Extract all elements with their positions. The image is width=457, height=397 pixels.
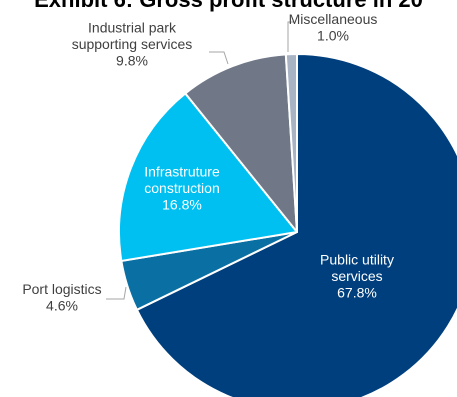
slice-name-label: construction [144,180,219,196]
leader-line-miscellaneous [287,21,294,52]
slice-label-industrial-park-supporting-services: Industrial park supporting services 9.8% [72,20,193,69]
slice-value-label: 67.8% [337,285,377,301]
slice-name-label: Industrial park [88,20,177,36]
slice-label-miscellaneous: Miscellaneous 1.0% [289,11,378,44]
leader-line-industrial-park-supporting-services [209,51,229,65]
slice-label-port-logistics: Port logistics 4.6% [22,281,101,314]
slice-name-label: supporting services [72,36,193,52]
slice-value-label: 9.8% [116,53,148,69]
slice-name-label: services [331,268,382,284]
slice-name-label: Port logistics [22,281,101,297]
slice-name-label: Infrastruture [144,164,220,180]
slice-value-label: 16.8% [162,197,202,213]
slice-label-infrastruture-construction: Infrastruture construction 16.8% [144,164,220,213]
pie-slice-public-utility-services [135,53,457,397]
chart-title: Exhibit 6: Gross profit structure in 20 [0,0,457,13]
pie-slice-miscellaneous [284,52,298,233]
slice-label-public-utility-services: Public utility services 67.8% [320,252,394,301]
pie-slice-infrastruture-construction [118,92,298,262]
slice-value-label: 1.0% [317,27,349,43]
slice-name-label: Miscellaneous [289,11,378,27]
pie-slice-industrial-park-supporting-services [184,53,298,233]
slice-value-label: 4.6% [46,297,78,313]
slice-name-label: Public utility [320,252,394,268]
leader-line-port-logistics [106,286,127,300]
